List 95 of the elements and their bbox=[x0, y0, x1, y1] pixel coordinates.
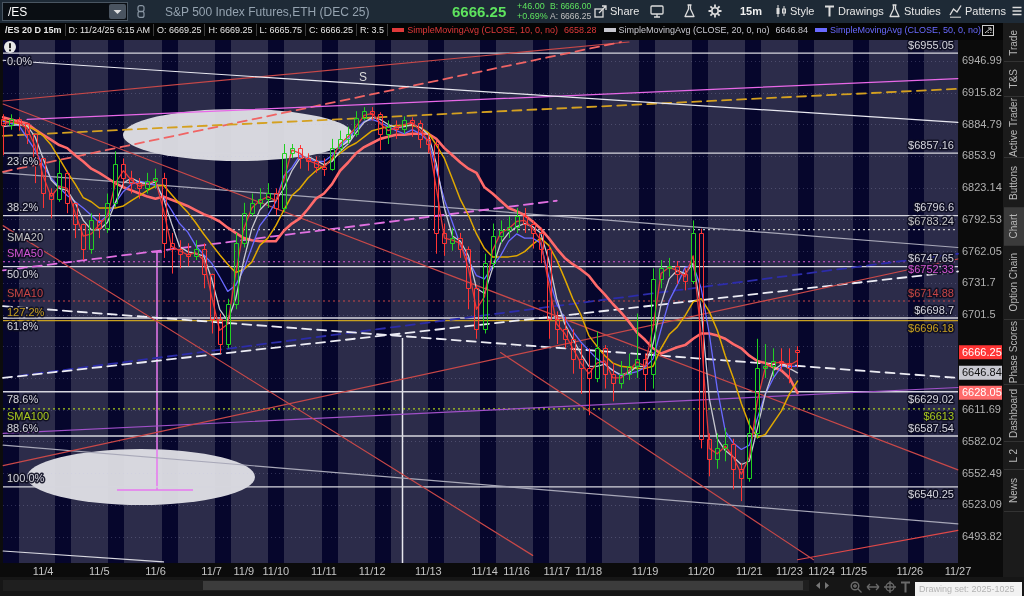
x-tick-label: 11/16 bbox=[503, 564, 530, 577]
x-tick-label: 11/4 bbox=[32, 564, 54, 577]
ref-line-label: $6613 bbox=[923, 410, 954, 423]
x-tick-label: 11/21 bbox=[735, 564, 763, 577]
x-tick-label: 11/9 bbox=[233, 564, 255, 577]
text: B: 6666.00 bbox=[550, 1, 592, 11]
text: Share bbox=[610, 5, 640, 17]
y-tick-label: 6823.14 bbox=[962, 181, 1002, 194]
text: 15m bbox=[740, 5, 763, 17]
x-tick-label: 11/24 bbox=[808, 564, 835, 577]
ref-line-label: $6752.33 bbox=[908, 263, 954, 276]
y-tick-label: 6493.82 bbox=[962, 530, 1002, 543]
y-tick-label: 6701.5 bbox=[962, 308, 996, 321]
annotation: 38.2% bbox=[7, 201, 39, 214]
text: +0.69% bbox=[517, 11, 548, 21]
text: Patterns bbox=[965, 5, 1006, 17]
y-tick-label: 6762.05 bbox=[962, 244, 1002, 257]
ref-line-label: $6587.54 bbox=[908, 421, 954, 434]
x-tick-label: 11/12 bbox=[358, 564, 386, 577]
text: /ES bbox=[8, 5, 28, 19]
y-tick-label: 6792.53 bbox=[962, 212, 1002, 225]
x-tick-label: 11/11 bbox=[311, 564, 337, 577]
text: Phase Scores bbox=[1008, 320, 1019, 384]
annotation: 88.6% bbox=[7, 421, 39, 434]
y-tick-label: 6611.69 bbox=[962, 403, 1001, 416]
y-tick-label: 6946.99 bbox=[962, 54, 1002, 67]
text: Chart bbox=[1008, 214, 1019, 239]
x-tick-label: 11/7 bbox=[201, 564, 222, 577]
x-tick-label: 11/23 bbox=[776, 564, 803, 577]
text: Active Trader bbox=[1008, 97, 1019, 157]
x-tick-label: 11/13 bbox=[414, 564, 442, 577]
y-tick-label: 6582.02 bbox=[962, 434, 1002, 447]
text: A: 6666.25 bbox=[550, 11, 592, 21]
annotation: 61.8% bbox=[7, 319, 39, 332]
x-tick-label: 11/5 bbox=[89, 564, 110, 577]
x-tick-label: 11/14 bbox=[471, 564, 498, 577]
annotation: 6628.05 bbox=[962, 386, 1002, 399]
annotation: 6646.84 bbox=[962, 366, 1002, 379]
ref-line-label: $6696.18 bbox=[908, 322, 954, 335]
text: 6646.84 bbox=[774, 24, 810, 36]
text: Style bbox=[790, 5, 815, 17]
ref-line-label: $6783.24 bbox=[908, 215, 954, 228]
annotation: 78.6% bbox=[7, 393, 39, 406]
ref-line-label: $6796.6 bbox=[914, 201, 954, 214]
ref-line-label: $6714.88 bbox=[908, 286, 954, 299]
text: L 2 bbox=[1008, 448, 1019, 463]
x-tick-label: 11/10 bbox=[262, 564, 290, 577]
y-tick-label: 6915.82 bbox=[962, 86, 1002, 99]
text: C: 6666.25 bbox=[306, 24, 358, 36]
text: L: 6665.75 bbox=[256, 24, 307, 36]
x-tick-label: 11/20 bbox=[687, 564, 715, 577]
annotation: 6666.25 bbox=[962, 345, 1002, 358]
text: News bbox=[1008, 477, 1019, 503]
annotation: SMA10 bbox=[7, 286, 44, 299]
y-tick-label: 6731.7 bbox=[962, 276, 996, 289]
x-tick-label: 11/18 bbox=[575, 564, 603, 577]
text: Trade bbox=[1008, 29, 1019, 56]
text: Drawings bbox=[838, 5, 884, 17]
text: Buttons bbox=[1008, 165, 1019, 200]
legend-label: SimpleMovingAvg (CLOSE, 10, 0, no) bbox=[406, 24, 560, 36]
text: 6666.25 bbox=[452, 3, 507, 20]
y-tick-label: 6552.49 bbox=[962, 466, 1002, 479]
ref-line-label: $6540.25 bbox=[908, 488, 954, 501]
text: Dashboard bbox=[1008, 388, 1019, 438]
text: Studies bbox=[904, 5, 941, 17]
legend-label: SimpleMovingAvg (CLOSE, 20, 0, no) bbox=[617, 24, 771, 36]
text: /ES 20 D 15m bbox=[2, 24, 66, 36]
annotation: 50.0% bbox=[7, 268, 39, 281]
text: 6658.28 bbox=[563, 24, 598, 36]
y-tick-label: 6523.09 bbox=[962, 498, 1002, 511]
x-tick-label: 11/27 bbox=[944, 564, 972, 577]
text: T&S bbox=[1008, 69, 1019, 89]
x-tick-label: 11/25 bbox=[840, 564, 868, 577]
ref-line-label: $6698.7 bbox=[914, 303, 954, 316]
y-tick-label: 6853.9 bbox=[962, 149, 996, 162]
chart-title: S&P 500 Index Futures,ETH (DEC 25) bbox=[165, 5, 370, 19]
annotation: SMA50 bbox=[7, 247, 44, 260]
annotation: SMA100 bbox=[7, 410, 50, 423]
text: D: 11/24/25 6:15 AM bbox=[65, 24, 154, 36]
ref-line-label: $6857.16 bbox=[908, 138, 954, 151]
ref-line-label: $6629.02 bbox=[908, 393, 954, 406]
legend-label: SimpleMovingAvg (CLOSE, 50, 0, no) bbox=[829, 24, 982, 36]
text: Option Chain bbox=[1008, 253, 1019, 312]
y-tick-label: 6884.79 bbox=[962, 117, 1002, 130]
x-tick-label: 11/17 bbox=[543, 564, 571, 577]
x-tick-label: 11/26 bbox=[896, 564, 924, 577]
text: O: 6669.25 bbox=[153, 24, 206, 36]
annotation: S bbox=[359, 70, 368, 84]
text: H: 6669.25 bbox=[205, 24, 257, 36]
text: +46.00 bbox=[517, 1, 545, 11]
x-tick-label: 11/19 bbox=[631, 564, 659, 577]
ref-line-label: $6955.05 bbox=[908, 38, 954, 51]
text: R: 3.5 bbox=[357, 24, 389, 36]
x-tick-label: 11/6 bbox=[145, 564, 166, 577]
annotation: 127.2% bbox=[7, 306, 45, 319]
